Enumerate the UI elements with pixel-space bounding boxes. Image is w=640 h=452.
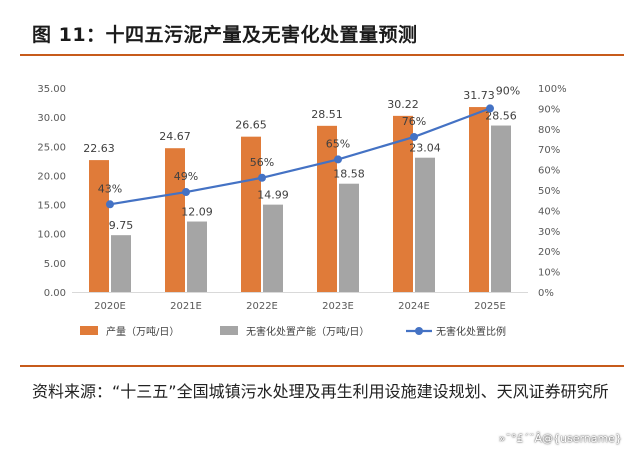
bar-capacity: [415, 157, 435, 292]
ratio-point: [106, 200, 114, 209]
bar-production-label: 24.67: [159, 130, 191, 143]
bar-production-label: 30.22: [387, 98, 419, 111]
bar-production: [89, 160, 109, 292]
bar-production-label: 26.65: [235, 119, 267, 132]
y-right-tick-label: 20%: [538, 247, 560, 258]
legend-label: 产量（万吨/日）: [106, 325, 179, 338]
y-right-tick-label: 50%: [538, 186, 560, 197]
y-left-tick-label: 5.00: [44, 259, 66, 270]
y-right-tick-label: 80%: [538, 125, 560, 136]
ratio-point: [410, 132, 418, 141]
y-left-tick-label: 20.00: [37, 171, 66, 182]
ratio-point-label: 90%: [496, 84, 520, 97]
bar-capacity: [111, 235, 131, 292]
ratio-line: [109, 107, 491, 206]
bar-production: [469, 107, 489, 293]
ratio-point: [182, 188, 190, 197]
bar-capacity-label: 12.09: [181, 206, 213, 219]
bar-production: [393, 115, 413, 293]
watermark: »¯°£´¨Â­@{username}: [498, 432, 622, 445]
source-note: 资料来源：“十三五”全国城镇污水处理及再生利用设施建设规划、天风证券研究所: [32, 382, 609, 401]
y-left-tick-label: 0.00: [44, 288, 66, 299]
x-tick-label: 2025E: [474, 301, 506, 312]
bar-capacity: [263, 204, 283, 292]
y-right-tick-label: 70%: [538, 145, 560, 156]
bar-capacity-label: 9.75: [109, 219, 134, 232]
bar-capacity-label: 18.58: [333, 168, 365, 181]
y-left-tick-label: 10.00: [37, 230, 66, 241]
y-left-tick-label: 30.00: [37, 113, 66, 124]
x-tick-label: 2020E: [94, 301, 126, 312]
ratio-point-label: 76%: [402, 115, 426, 128]
y-right-tick-label: 90%: [538, 104, 560, 115]
ratio-point: [258, 173, 266, 182]
x-tick-label: 2023E: [322, 301, 354, 312]
bar-production: [241, 136, 261, 292]
y-right-tick-label: 10%: [538, 268, 560, 279]
y-right-tick-label: 60%: [538, 166, 560, 177]
ratio-point-label: 43%: [98, 182, 122, 195]
ratio-point-label: 56%: [250, 156, 274, 169]
title-divider: [20, 54, 624, 56]
bar-capacity: [491, 125, 511, 292]
legend-swatch: [220, 326, 238, 335]
bar-capacity: [339, 183, 359, 292]
y-right-tick-label: 40%: [538, 206, 560, 217]
ratio-point-label: 49%: [174, 170, 198, 183]
x-tick-label: 2022E: [246, 301, 278, 312]
ratio-point: [334, 155, 342, 164]
legend-label: 无害化处置比例: [436, 325, 506, 338]
figure-title: 图 11：十四五污泥产量及无害化处置量预测: [32, 24, 418, 46]
bar-production-label: 31.73: [463, 89, 495, 102]
bar-capacity: [187, 221, 207, 292]
y-right-tick-label: 30%: [538, 227, 560, 238]
legend-label: 无害化处置产能（万吨/日）: [246, 325, 369, 338]
legend-swatch-marker: [415, 327, 423, 335]
legend-swatch: [80, 326, 98, 335]
bar-production-label: 22.63: [83, 142, 115, 155]
y-right-tick-label: 100%: [538, 84, 567, 95]
bar-capacity-label: 14.99: [257, 189, 289, 202]
y-right-tick-label: 0%: [538, 288, 554, 299]
chart-canvas: 0.00 5.00 10.00 15.00 20.00 25.00 30.00 35.00 0%…: [37, 84, 567, 338]
ratio-point: [486, 104, 494, 113]
y-left-tick-label: 35.00: [37, 84, 66, 95]
bar-production: [165, 148, 185, 292]
y-left-tick-label: 25.00: [37, 142, 66, 153]
bar-production-label: 28.51: [311, 108, 343, 121]
source-divider: [20, 365, 624, 367]
bar-capacity-label: 28.56: [485, 110, 517, 123]
x-tick-label: 2024E: [398, 301, 430, 312]
x-tick-label: 2021E: [170, 301, 202, 312]
ratio-point-label: 65%: [326, 137, 350, 150]
y-left-tick-label: 15.00: [37, 201, 66, 212]
bar-capacity-label: 23.04: [409, 142, 441, 155]
bar-production: [317, 125, 337, 293]
